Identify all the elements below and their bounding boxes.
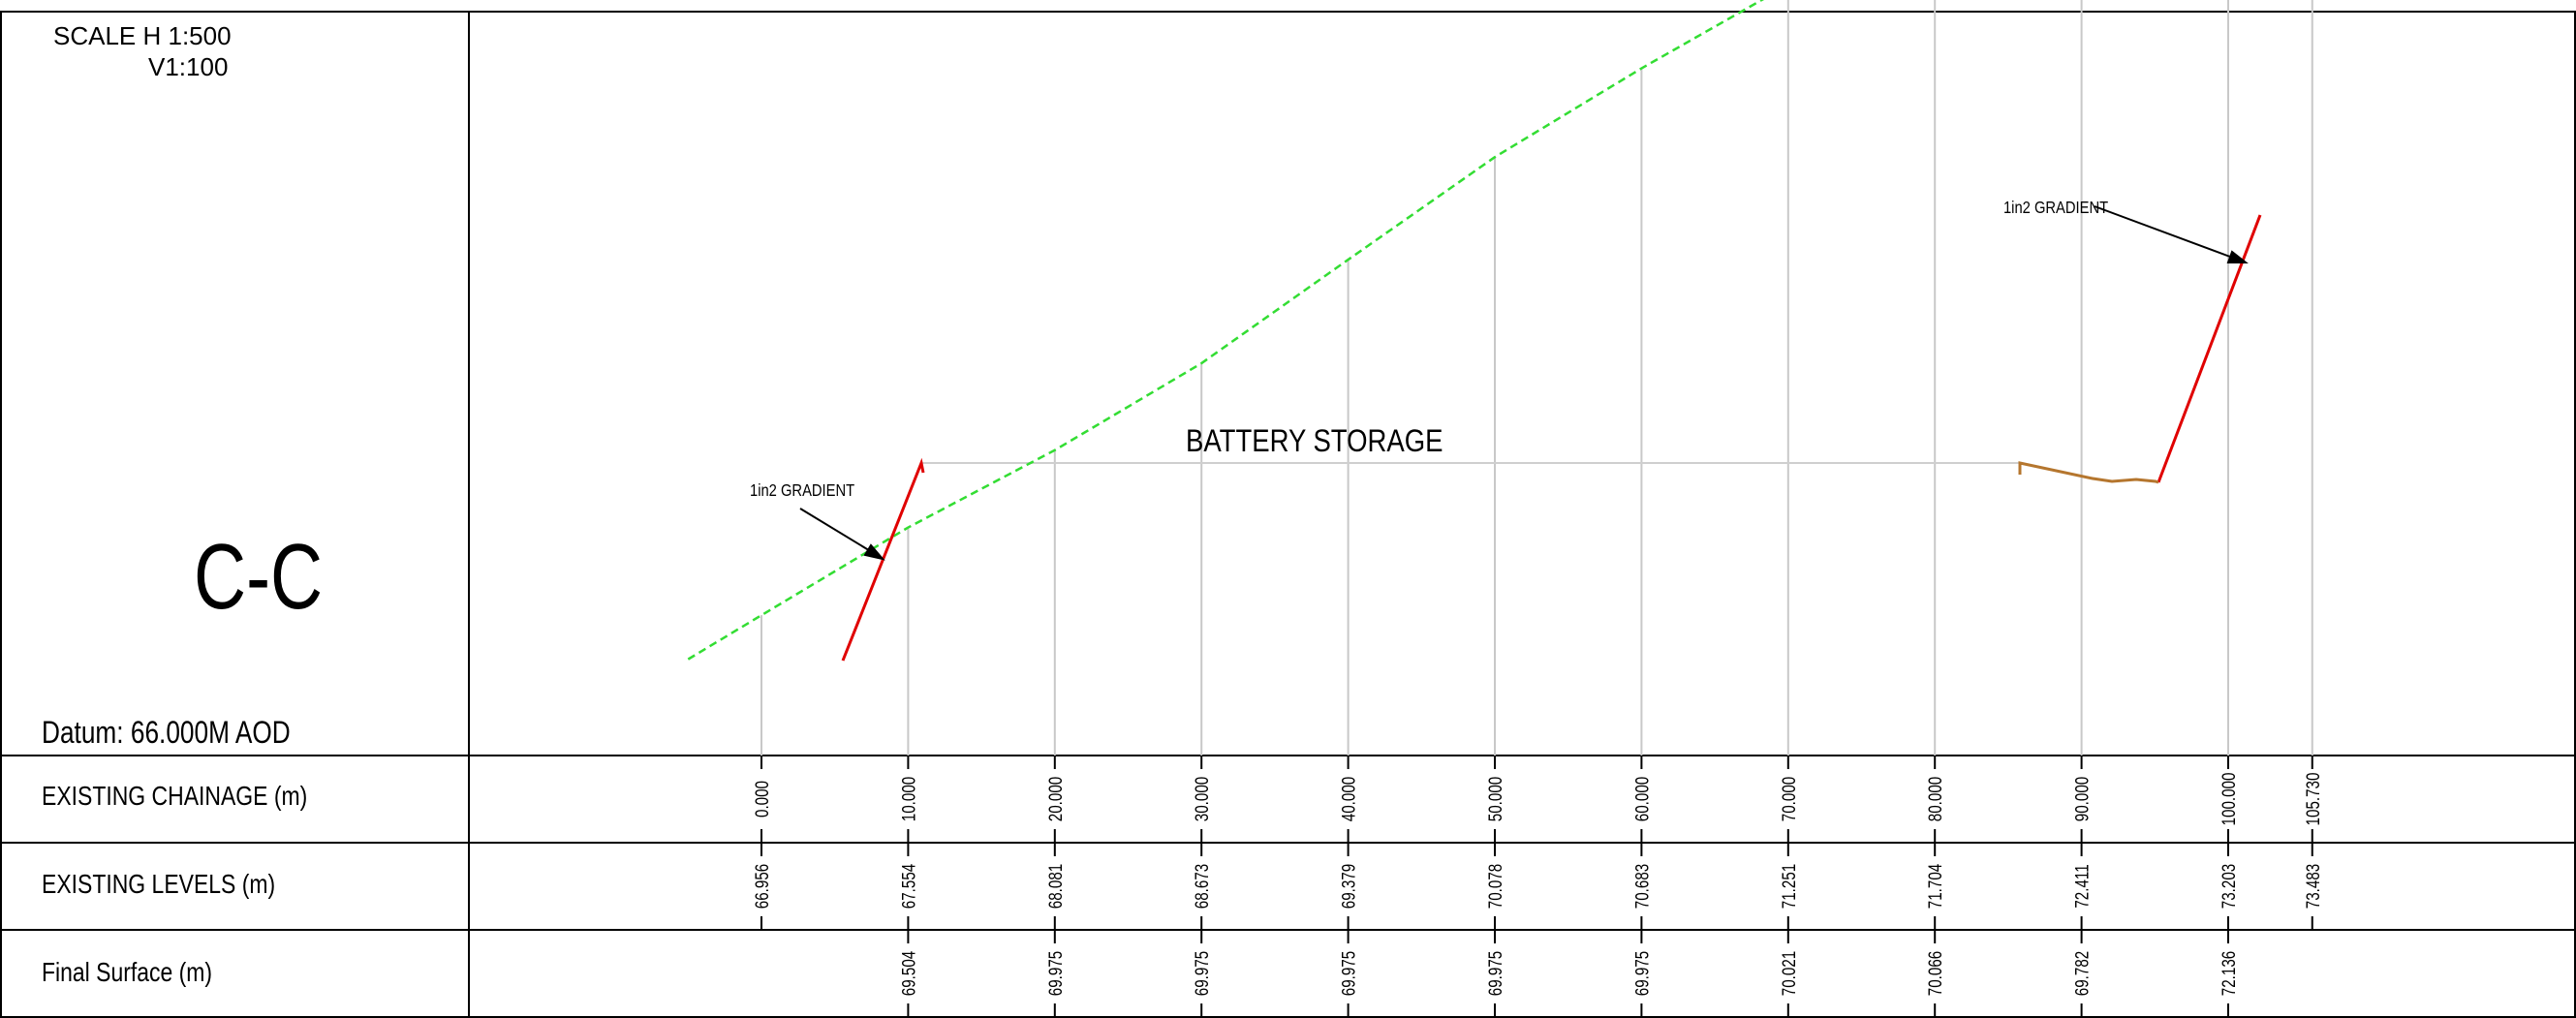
chainage-value: 40.000 <box>1338 777 1359 821</box>
table-ticks <box>760 756 2313 1017</box>
final-surface-value: 69.975 <box>1631 951 1653 996</box>
gradient-label-left: 1in2 GRADIENT <box>750 481 854 501</box>
chainage-value: 80.000 <box>1925 777 1946 821</box>
chainage-value: 30.000 <box>1192 777 1213 821</box>
existing-level-value: 70.078 <box>1484 864 1505 909</box>
existing-level-value: 73.483 <box>2302 864 2323 909</box>
scale-vertical: V1:100 <box>148 52 229 81</box>
gradient-leaders <box>799 205 2249 561</box>
final-surface-value: 69.975 <box>1192 951 1213 996</box>
chainage-value: 90.000 <box>2071 777 2093 821</box>
chainage-value: 50.000 <box>1484 777 1505 821</box>
chainage-value: 100.000 <box>2218 773 2239 826</box>
existing-level-value: 68.673 <box>1192 864 1213 909</box>
existing-level-value: 71.704 <box>1925 863 1946 909</box>
section-title: C-C <box>194 525 324 629</box>
drawing-frame <box>0 11 2576 1018</box>
existing-level-value: 70.683 <box>1631 864 1653 909</box>
existing-level-value: 73.203 <box>2218 864 2239 909</box>
existing-level-value: 69.379 <box>1338 864 1359 909</box>
row-label-final-surface: Final Surface (m) <box>42 957 213 987</box>
chainage-value: 0.000 <box>751 781 772 817</box>
final-surface-value: 70.021 <box>1778 951 1799 996</box>
existing-level-value: 66.956 <box>751 864 772 909</box>
final-surface-value: 69.975 <box>1338 951 1359 996</box>
final-surface-value: 69.782 <box>2071 951 2093 996</box>
final-surface-value: 70.066 <box>1925 951 1946 996</box>
scale-horizontal: SCALE H 1:500 <box>53 21 232 50</box>
table-values: 0.000 66.956 10.000 67.554 69.504 20.000 68.08… <box>751 773 2323 997</box>
existing-level-value: 68.081 <box>1044 864 1066 909</box>
left-cut-slope <box>841 457 925 662</box>
chainage-value: 105.730 <box>2302 773 2323 826</box>
final-surface-value: 69.504 <box>898 950 919 996</box>
final-surface-dip <box>2018 461 2159 484</box>
chainage-value: 70.000 <box>1778 777 1799 821</box>
chainage-value: 60.000 <box>1631 777 1653 821</box>
chainage-value: 20.000 <box>1044 777 1066 821</box>
row-label-existing-levels: EXISTING LEVELS (m) <box>42 869 276 899</box>
battery-storage-label: BATTERY STORAGE <box>1186 424 1443 458</box>
chainage-value: 10.000 <box>898 777 919 821</box>
existing-ground-line <box>687 0 1765 661</box>
existing-level-value: 67.554 <box>898 863 919 909</box>
final-surface-value: 72.136 <box>2218 951 2239 996</box>
existing-level-value: 72.411 <box>2071 864 2093 908</box>
right-cut-slope <box>2157 214 2262 483</box>
profile-series <box>687 0 1765 661</box>
row-label-chainage: EXISTING CHAINAGE (m) <box>42 781 308 811</box>
chainage-gridlines <box>760 0 2313 756</box>
final-surface-value: 69.975 <box>1044 951 1066 996</box>
datum-label: Datum: 66.000M AOD <box>42 715 291 750</box>
final-surface-value: 69.975 <box>1484 951 1505 996</box>
gradient-label-right: 1in2 GRADIENT <box>2003 199 2108 218</box>
existing-level-value: 71.251 <box>1778 864 1799 909</box>
